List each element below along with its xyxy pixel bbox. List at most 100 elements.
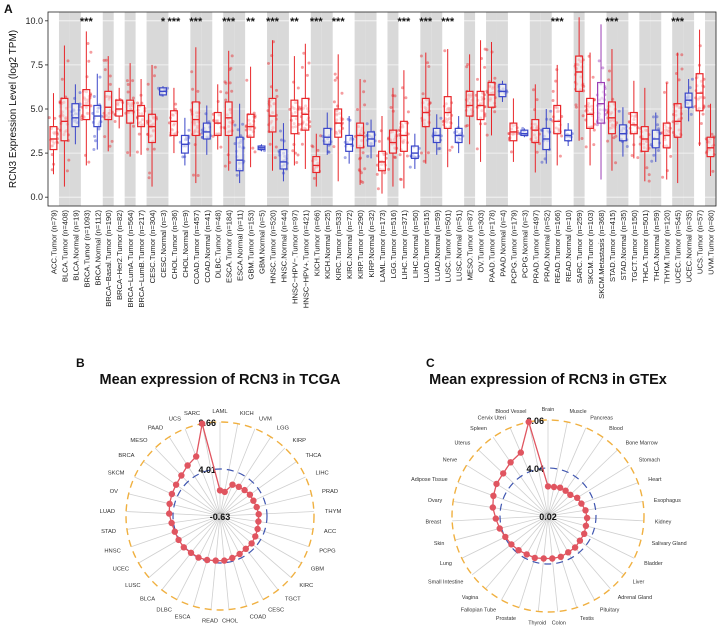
data-point [241,122,245,126]
category-label: Bone Marrow [626,440,658,446]
data-point [363,167,367,171]
x-tick-label: GBM.Normal (n=5) [258,210,267,274]
significance-label: ** [246,16,255,28]
spoke [219,428,256,517]
outer-ring [125,421,315,611]
box [323,127,332,145]
box [498,83,507,98]
category-label: Small Intestine [428,580,463,586]
data-point [583,514,591,522]
data-point [87,160,91,164]
data-point [279,129,282,133]
category-label: BLCA [140,597,155,603]
data-point [551,99,555,102]
data-point [551,89,555,93]
data-point [657,149,660,152]
data-point [490,492,497,499]
significance-label: *** [397,16,411,28]
x-tick-label: TGCT.Tumor (n=150) [630,210,639,283]
data-point [581,114,585,118]
data-point [224,98,228,102]
data-point [406,110,410,114]
data-point [420,151,423,155]
category-label: UCEC [113,567,129,573]
significance-label: * [161,16,166,28]
category-label: ACC [324,529,336,535]
box [695,73,704,112]
data-point [175,536,182,544]
data-point [592,128,596,132]
data-point [363,103,367,107]
panel-label-b: B [76,356,85,370]
category-label: DLBC [156,607,171,613]
data-point [557,553,564,560]
data-point [137,132,141,136]
ring-label-max: 8.66 [198,418,216,428]
data-point [650,159,654,163]
data-point [248,540,255,547]
data-point [437,147,441,151]
data-point [549,555,556,562]
data-point [438,147,442,150]
data-point [398,153,402,157]
x-tick-label: LIHC.Normal (n=50) [411,210,420,279]
data-point [680,67,684,71]
data-point [492,515,499,522]
data-point [652,153,656,157]
data-point [254,525,261,533]
data-point [131,96,135,100]
data-point [592,143,596,147]
box [586,97,595,129]
data-point [132,124,135,128]
series-line [168,423,260,562]
mid-ring [499,467,597,565]
category-label: LUAD [100,509,115,515]
category-label: Colon [552,621,566,627]
data-point [359,171,363,175]
x-tick-label: ESCA.Tumor (n=184) [225,210,234,283]
box [246,113,255,138]
data-point [223,80,227,84]
data-point [476,77,479,81]
data-point [574,494,581,501]
inner-ring [544,512,552,520]
data-point [302,51,306,55]
gtex-radar-title: Mean expression of RCN3 in GTEx [429,372,667,388]
x-tick-label: CHOL.Normal (n=9) [181,210,190,278]
data-point [580,137,584,140]
data-point [92,95,96,98]
data-point [221,488,228,496]
x-tick-label: BRCA−Basal.Tumor (n=190) [104,210,113,307]
outer-ring [451,419,645,613]
category-label: CESC [268,607,284,613]
x-tick-label: KICH.Normal (n=25) [323,210,332,279]
data-point [307,61,311,65]
data-point [146,82,150,86]
category-label: READ [202,619,218,625]
expression-boxplot: ACC.Tumor (n=79) BLCA.Tumor (n=408) BLCA.N… [8,11,717,308]
data-point [333,78,337,82]
panel-label-a: A [4,2,13,16]
data-point [343,156,347,160]
data-point [597,59,601,63]
data-point [578,500,585,507]
data-point [645,166,649,170]
data-point [464,124,468,128]
x-tick-label: LUAD.Tumor (n=515) [422,210,431,283]
data-point [663,90,666,94]
data-point [252,533,259,540]
data-point [102,58,106,62]
data-point [310,144,314,148]
x-tick-label: KIRC.Tumor (n=533) [334,210,343,281]
data-point [86,42,90,45]
data-point [356,108,359,111]
data-point [291,149,295,153]
category-label: SARC [184,411,200,417]
data-point [229,554,236,562]
data-point [245,78,249,82]
x-tick-label: ESCA.Normal (n=11) [236,210,245,281]
category-label: HNSC [104,548,120,554]
spoke [219,493,312,517]
category-label: Lung [440,561,452,567]
data-point [195,554,202,561]
